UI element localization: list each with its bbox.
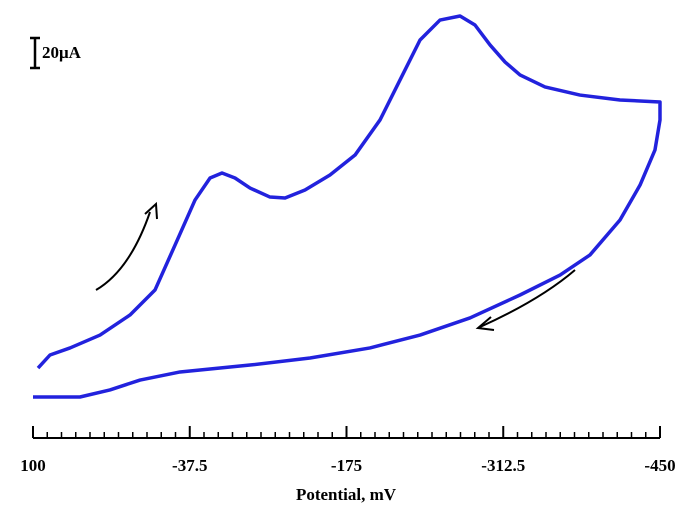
arrow-head — [144, 201, 158, 220]
x-tick-label: -450 — [644, 456, 675, 475]
scale-bar-label: 20μA — [42, 43, 82, 62]
cv-curve — [33, 14, 662, 399]
scan-arrows — [95, 201, 576, 331]
x-tick-label: -175 — [331, 456, 362, 475]
arrow — [479, 269, 576, 328]
arrow — [95, 211, 151, 291]
x-tick-label: 100 — [20, 456, 46, 475]
x-tick-label: -37.5 — [172, 456, 207, 475]
scale-bar — [30, 36, 40, 70]
x-axis-label: Potential, mV — [296, 485, 397, 504]
x-tick-label: -312.5 — [481, 456, 525, 475]
arrow-head — [475, 316, 495, 331]
